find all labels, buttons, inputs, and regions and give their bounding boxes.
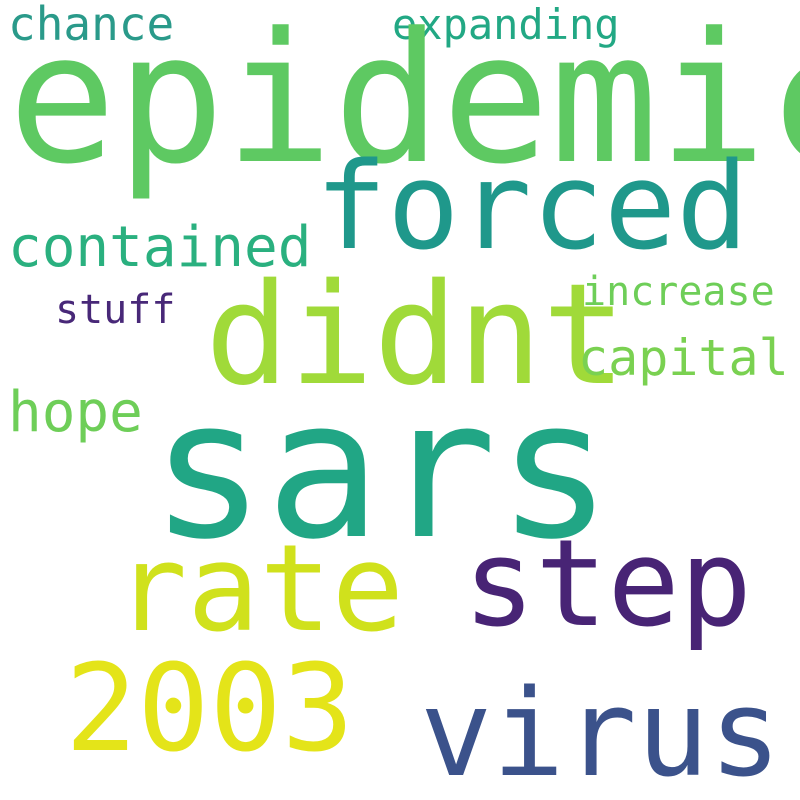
word-virus: virus [420, 665, 782, 800]
word-stuff: stuff [55, 287, 176, 333]
word-sars: sars [150, 359, 613, 582]
word-hope: hope [8, 380, 143, 445]
word-expanding: expanding [392, 0, 620, 49]
word-forced: forced [315, 138, 749, 277]
word-chance: chance [8, 0, 175, 51]
word-increase: increase [582, 269, 775, 315]
word-rate: rate [115, 520, 404, 659]
word-step: step [463, 515, 752, 654]
word-didnt: didnt [205, 254, 627, 417]
word-epidemic: epidemic [8, 0, 800, 204]
word-capital: capital [578, 329, 789, 387]
word-2003: 2003 [65, 640, 354, 779]
word-contained: contained [8, 215, 312, 280]
